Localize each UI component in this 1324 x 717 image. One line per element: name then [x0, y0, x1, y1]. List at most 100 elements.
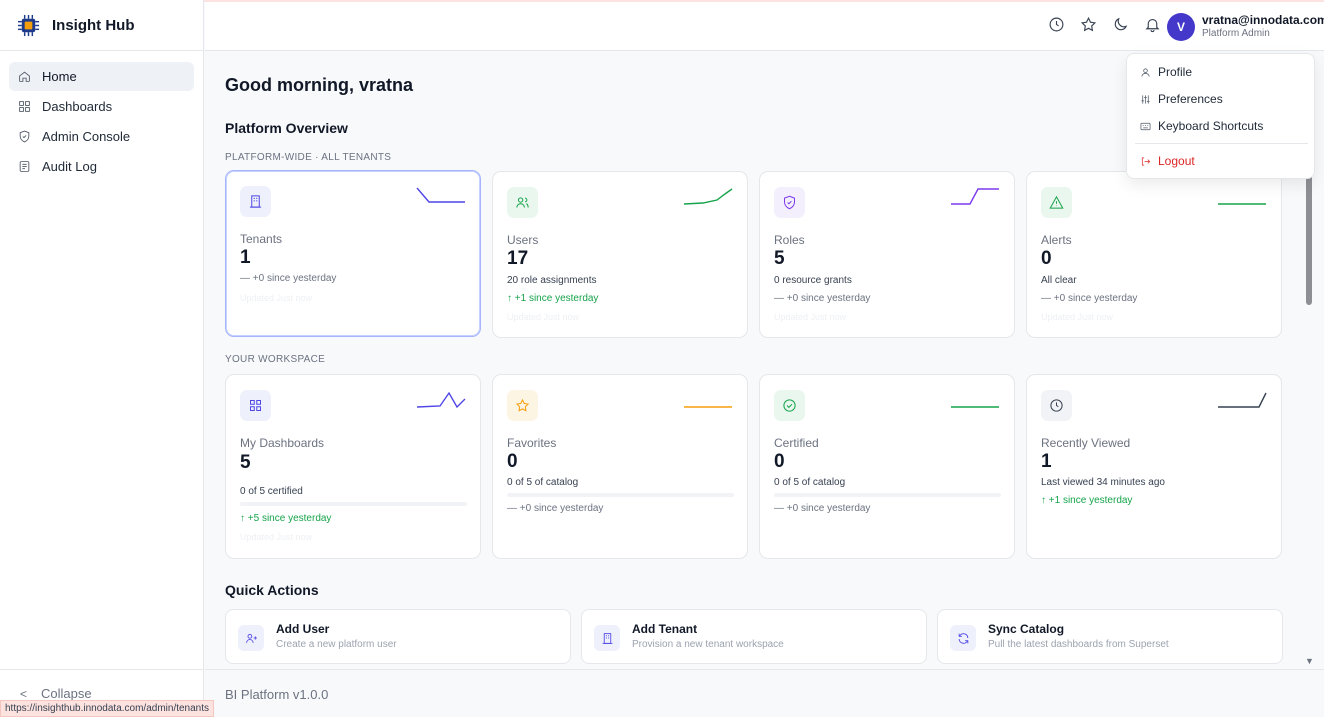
- card-label: Roles: [774, 233, 805, 247]
- scroll-thumb[interactable]: [1306, 171, 1312, 305]
- brand[interactable]: Insight Hub: [0, 0, 203, 51]
- card-value: 17: [507, 248, 529, 269]
- card-delta: — +0 since yesterday: [240, 273, 337, 284]
- clock-icon: [1041, 390, 1072, 421]
- sidebar-item-audit-log[interactable]: Audit Log: [9, 152, 194, 181]
- card-value: 0: [507, 451, 518, 472]
- building-icon: [594, 625, 620, 651]
- menu-item-label: Profile: [1158, 65, 1193, 79]
- card-delta: ↑ +5 since yesterday: [240, 513, 332, 524]
- top-header: V vratna@innodata.com Platform Admin: [205, 2, 1324, 51]
- status-bar-url: https://insighthub.innodata.com/admin/te…: [0, 700, 215, 717]
- certified-sparkline: [951, 406, 999, 408]
- chip-logo-icon: [17, 14, 40, 36]
- sidebar-item-label: Admin Console: [42, 129, 131, 144]
- card-delta: — +0 since yesterday: [507, 503, 604, 514]
- roles-card[interactable]: Roles 5 0 resource grants — +0 since yes…: [759, 171, 1015, 338]
- quick-action-title: Sync Catalog: [988, 622, 1065, 636]
- card-sub: 0 of 5 of catalog: [774, 477, 846, 488]
- card-label: Certified: [774, 436, 819, 450]
- star-icon[interactable]: [1080, 16, 1097, 33]
- card-value: 0: [774, 451, 785, 472]
- menu-item-label: Preferences: [1158, 92, 1223, 106]
- tenants-sparkline: [416, 187, 465, 203]
- page-footer: BI Platform v1.0.0: [205, 669, 1324, 717]
- menu-item-profile[interactable]: Profile: [1140, 65, 1192, 79]
- page-title: Good morning, vratna: [225, 75, 414, 95]
- card-updated: Updated Just now: [240, 293, 313, 303]
- user-email[interactable]: vratna@innodata.com: [1202, 13, 1324, 27]
- sliders-icon: [1141, 94, 1150, 104]
- menu-divider: [1135, 143, 1308, 144]
- alerts-card[interactable]: Alerts 0 All clear — +0 since yesterday …: [1026, 171, 1282, 338]
- user-menu-dropdown: Profile Preferences Keyboard Shortcuts L…: [1126, 53, 1315, 179]
- menu-item-logout[interactable]: Logout: [1140, 154, 1195, 168]
- card-delta: ↑ +1 since yesterday: [1041, 495, 1133, 506]
- user-icon: [1141, 67, 1150, 77]
- quick-action-desc: Create a new platform user: [276, 639, 397, 650]
- sync-catalog-button[interactable]: Sync Catalog Pull the latest dashboards …: [937, 609, 1283, 664]
- recently-viewed-sparkline: [1218, 392, 1267, 408]
- add-tenant-button[interactable]: Add Tenant Provision a new tenant worksp…: [581, 609, 927, 664]
- bell-icon[interactable]: [1144, 16, 1161, 33]
- alerts-sparkline: [1218, 203, 1266, 205]
- menu-item-keyboard-shortcuts[interactable]: Keyboard Shortcuts: [1140, 119, 1263, 133]
- moon-icon[interactable]: [1112, 16, 1129, 33]
- sidebar-item-label: Home: [42, 69, 77, 84]
- my-dashboards-card[interactable]: My Dashboards 5 0 of 5 certified ↑ +5 si…: [225, 374, 481, 559]
- card-value: 5: [774, 248, 785, 269]
- top-accent-line: [0, 0, 1324, 2]
- certified-catalog-progress-bar: [774, 493, 1001, 497]
- keyboard-icon: [1140, 122, 1151, 130]
- sidebar-nav: Home Dashboards Admin Console Audit Log: [0, 51, 203, 193]
- users-sparkline: [683, 188, 733, 205]
- certified-card[interactable]: Certified 0 0 of 5 of catalog — +0 since…: [759, 374, 1015, 559]
- platform-overview-title: Platform Overview: [225, 120, 348, 136]
- card-value: 1: [1041, 451, 1052, 472]
- quick-actions-title: Quick Actions: [225, 582, 319, 598]
- user-plus-icon: [238, 625, 264, 651]
- avatar[interactable]: V: [1167, 13, 1195, 41]
- users-card[interactable]: Users 17 20 role assignments ↑ +1 since …: [492, 171, 748, 338]
- card-updated: Updated Just now: [507, 312, 580, 322]
- card-label: Users: [507, 233, 539, 247]
- building-icon: [240, 186, 271, 217]
- vertical-scrollbar[interactable]: ▼: [1305, 51, 1324, 669]
- card-updated: Updated Just now: [240, 532, 313, 542]
- quick-action-desc: Pull the latest dashboards from Superset: [988, 639, 1169, 650]
- main-content: Good morning, vratna Platform Overview P…: [205, 51, 1305, 669]
- tenants-card[interactable]: Tenants 1 — +0 since yesterday Updated J…: [225, 170, 481, 337]
- sidebar-item-admin-console[interactable]: Admin Console: [9, 122, 194, 151]
- card-value: 0: [1041, 248, 1052, 269]
- platform-section-label: PLATFORM-WIDE · ALL TENANTS: [225, 152, 392, 163]
- user-role: Platform Admin: [1202, 28, 1270, 39]
- card-label: Recently Viewed: [1041, 436, 1131, 450]
- workspace-section-label: YOUR WORKSPACE: [225, 354, 326, 365]
- favorites-card[interactable]: Favorites 0 0 of 5 of catalog — +0 since…: [492, 374, 748, 559]
- card-sub: Last viewed 34 minutes ago: [1041, 477, 1165, 488]
- sidebar-item-home[interactable]: Home: [9, 62, 194, 91]
- clock-icon[interactable]: [1048, 16, 1065, 33]
- card-label: My Dashboards: [240, 436, 325, 450]
- recently-viewed-card[interactable]: Recently Viewed 1 Last viewed 34 minutes…: [1026, 374, 1282, 559]
- users-icon: [507, 187, 538, 218]
- scroll-down-arrow-icon[interactable]: ▼: [1305, 656, 1314, 666]
- check-circle-icon: [774, 390, 805, 421]
- collapse-button[interactable]: < Collapse: [0, 669, 204, 717]
- card-delta: — +0 since yesterday: [774, 503, 871, 514]
- quick-action-desc: Provision a new tenant workspace: [632, 639, 784, 650]
- menu-item-preferences[interactable]: Preferences: [1140, 92, 1223, 106]
- card-value: 1: [240, 247, 251, 268]
- my-dashboards-sparkline: [416, 391, 466, 409]
- card-sub: 20 role assignments: [507, 275, 597, 286]
- add-user-button[interactable]: Add User Create a new platform user: [225, 609, 571, 664]
- sidebar-item-dashboards[interactable]: Dashboards: [9, 92, 194, 121]
- card-delta: ↑ +1 since yesterday: [507, 293, 599, 304]
- collapse-label: Collapse: [41, 686, 92, 701]
- header-icons: [1048, 16, 1161, 33]
- roles-sparkline: [951, 188, 999, 205]
- card-sub: 0 resource grants: [774, 275, 852, 286]
- card-delta: — +0 since yesterday: [1041, 293, 1138, 304]
- card-sub: All clear: [1041, 275, 1077, 286]
- shield-check-icon: [774, 187, 805, 218]
